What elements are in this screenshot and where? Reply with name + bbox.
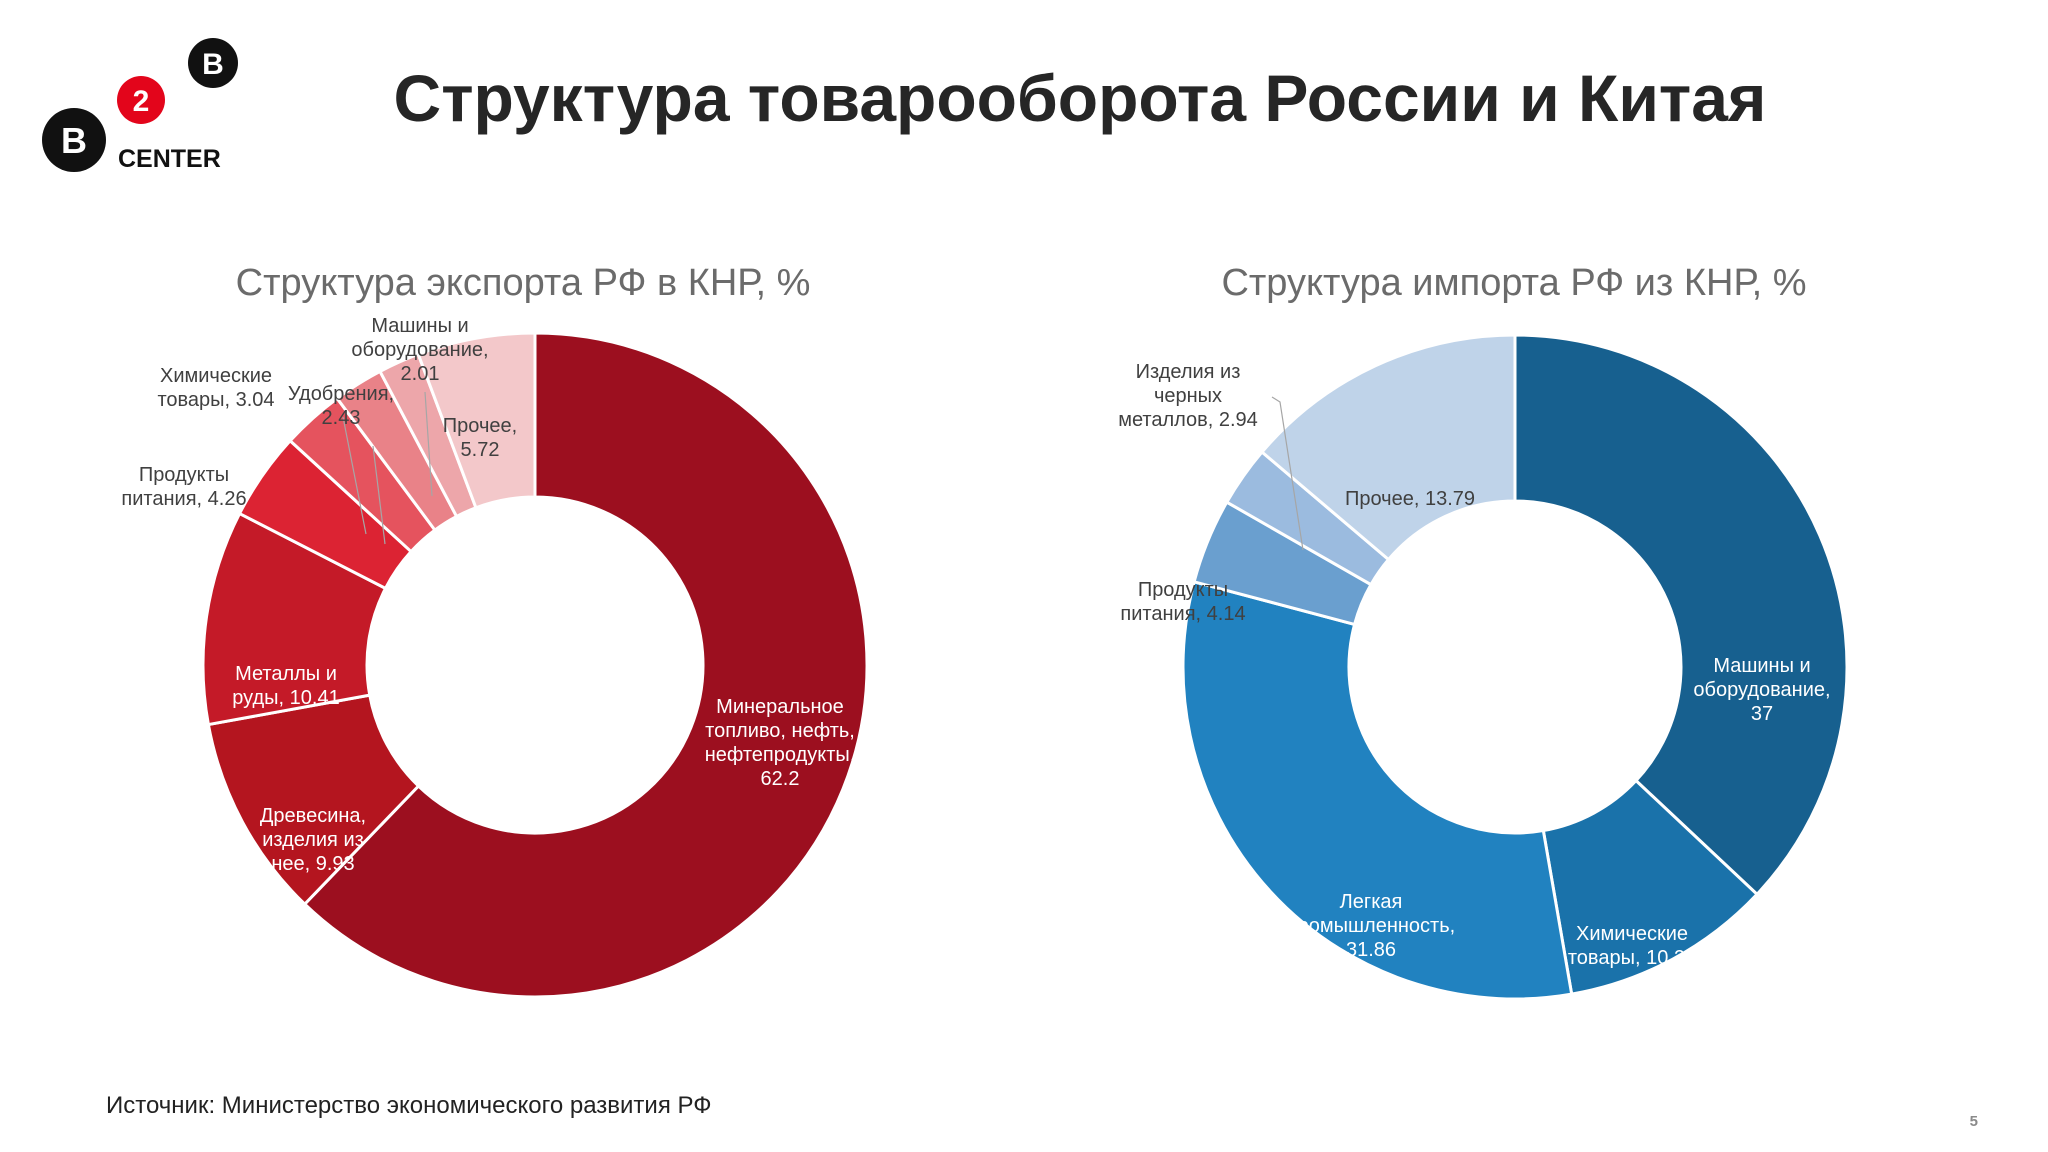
import-slices bbox=[1181, 333, 1849, 1001]
import-data-label-2: Химические товары, 10.27 bbox=[1568, 923, 1696, 969]
logo-letter-left: B bbox=[61, 120, 87, 161]
export-chart-panel: Структура экспорта РФ в КНР, % Минеральн… bbox=[0, 250, 1000, 1080]
import-slice-2 bbox=[1541, 778, 1760, 996]
logo-number: 2 bbox=[133, 85, 150, 118]
import-slice-3 bbox=[1181, 579, 1574, 1001]
export-leader-lines bbox=[342, 391, 433, 545]
page-title: Структура товарооборота России и Китая bbox=[393, 61, 1767, 135]
export-data-label-3: Металлы и руды, 10.41 bbox=[232, 663, 339, 709]
export-data-label-6: Удобрения, 2.43 bbox=[288, 383, 394, 429]
import-data-label-6: Прочее, 13.79 bbox=[1345, 488, 1475, 510]
import-chart-title: Структура импорта РФ из КНР, % bbox=[1221, 262, 1806, 304]
export-data-label-5: Химические товары, 3.04 bbox=[157, 365, 274, 411]
source-note: Источник: Министерство экономического ра… bbox=[106, 1092, 712, 1119]
import-slice-1 bbox=[1513, 333, 1849, 897]
export-labels: Минеральное топливо, нефть, нефтепродукты,… bbox=[121, 315, 855, 875]
import-leader-lines bbox=[1271, 396, 1304, 551]
export-slice-8 bbox=[416, 331, 537, 510]
import-labels: Машины и оборудование, 37 Химические товары,… bbox=[1118, 361, 1830, 969]
export-leader-line-5 bbox=[342, 416, 367, 535]
export-data-label-1: Минеральное топливо, нефть, нефтепродукты,… bbox=[705, 696, 856, 790]
import-slice-6 bbox=[1259, 333, 1517, 562]
export-data-label-2: Древесина, изделия из нее, 9.93 bbox=[260, 805, 366, 875]
import-data-label-1: Машины и оборудование, 37 bbox=[1693, 655, 1830, 725]
b2b-center-logo: B 2 B CENTER bbox=[38, 30, 248, 180]
logo-circle-top bbox=[188, 38, 238, 88]
logo-text: CENTER bbox=[118, 145, 221, 173]
logo-letter-top: B bbox=[202, 48, 224, 81]
export-donut-chart: Структура экспорта РФ в КНР, % Минеральн… bbox=[121, 262, 869, 999]
export-slices bbox=[201, 331, 869, 999]
logo-circle-left bbox=[42, 108, 106, 172]
import-data-label-3: Легкая промышленность, 31.86 bbox=[1287, 891, 1455, 961]
logo-graphic: B 2 B CENTER bbox=[42, 38, 238, 173]
export-slice-1 bbox=[302, 331, 869, 999]
export-data-label-8: Прочее, 5.72 bbox=[443, 415, 517, 461]
import-data-label-5: Изделия из черных металлов, 2.94 bbox=[1118, 361, 1258, 431]
export-chart-title: Структура экспорта РФ в КНР, % bbox=[236, 262, 811, 304]
export-data-label-7: Машины и оборудование, 2.01 bbox=[351, 315, 488, 385]
export-data-label-4: Продукты питания, 4.26 bbox=[121, 464, 246, 510]
export-leader-line-7 bbox=[424, 391, 433, 497]
page-number: 5 bbox=[1969, 1113, 1978, 1130]
logo-circle-middle bbox=[117, 76, 165, 124]
export-leader-line-6 bbox=[372, 445, 386, 545]
import-leader-line-5 bbox=[1271, 396, 1304, 551]
import-data-label-4: Продукты питания, 4.14 bbox=[1120, 579, 1245, 625]
